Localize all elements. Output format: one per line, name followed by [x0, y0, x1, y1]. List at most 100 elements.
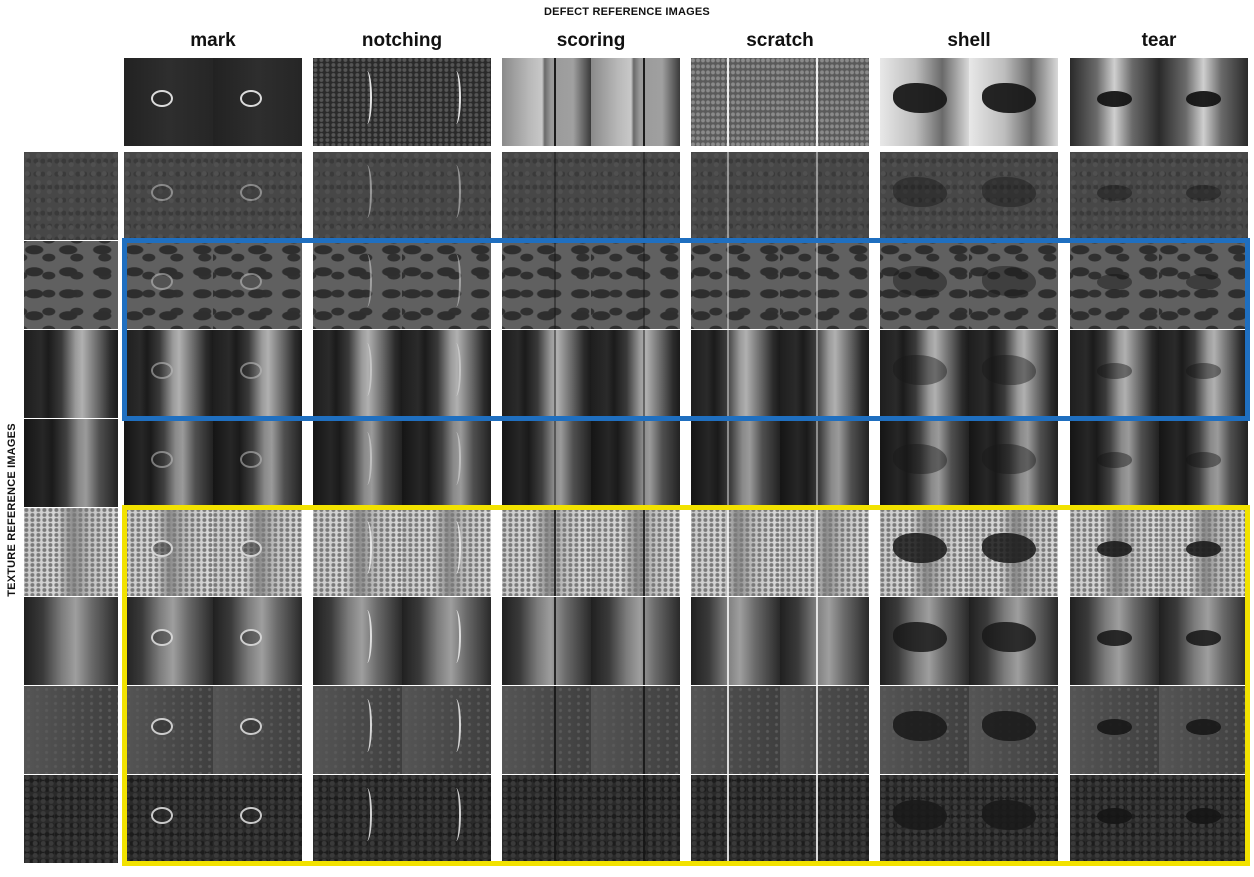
defect-score-line: [642, 241, 645, 329]
synthesized-image-t1-tear: [1070, 152, 1248, 240]
tile-half-right: [213, 686, 302, 774]
synthesized-image-t3-notching: [313, 330, 491, 418]
tile-half-right: [780, 775, 869, 863]
synthesized-image-t2-tear: [1070, 241, 1248, 329]
tile-half-left: [313, 241, 403, 329]
synthesized-image-t8-shell: [880, 775, 1058, 863]
defect-shell-blob: [893, 532, 947, 563]
synthesized-image-t6-scoring: [502, 597, 680, 685]
defect-tear-blob: [1185, 452, 1222, 469]
column-label-shell: shell: [947, 30, 991, 51]
defect-scratch-line: [815, 775, 818, 863]
defect-scratch-line: [726, 508, 729, 596]
defect-tear-blob: [1185, 91, 1222, 108]
defect-scratch-line: [815, 508, 818, 596]
synthesized-image-t1-shell: [880, 152, 1058, 240]
tile-half-left: [880, 597, 970, 685]
defect-tear-blob: [1096, 274, 1133, 291]
tile-half-right: [1159, 241, 1248, 329]
tile-half-left: [502, 686, 592, 774]
synthesized-image-t2-mark: [124, 241, 302, 329]
tile-half-right: [780, 419, 869, 507]
tile-half-left: [313, 686, 403, 774]
tile-half-right: [402, 241, 491, 329]
defect-shell-blob: [982, 354, 1036, 385]
tile-half-right: [213, 508, 302, 596]
tile-half-left: [1070, 330, 1160, 418]
tile-half-right: [969, 597, 1058, 685]
defect-notch-line: [451, 699, 461, 752]
defect-scratch-line: [815, 419, 818, 507]
defect-notch-line: [451, 432, 461, 485]
defect-scratch-line: [815, 597, 818, 685]
tile-half-right: [1159, 775, 1248, 863]
tile-half-right: [591, 241, 680, 329]
tile-half-left: [502, 419, 592, 507]
defect-tear-blob: [1096, 91, 1133, 108]
synthesized-image-t4-tear: [1070, 419, 1248, 507]
tile-half-right: [591, 775, 680, 863]
tile-half-left: [502, 58, 592, 146]
tile-half-right: [402, 152, 491, 240]
synthesized-image-t5-scratch: [691, 508, 869, 596]
defect-mark-spot: [150, 89, 173, 107]
defect-scratch-line: [815, 58, 818, 146]
defect-tear-blob: [1096, 452, 1133, 469]
defect-notch-line: [362, 521, 372, 574]
synthesized-image-t8-scoring: [502, 775, 680, 863]
defect-notch-line: [451, 254, 461, 307]
synthesized-image-t1-scoring: [502, 152, 680, 240]
tile-half-left: [502, 241, 592, 329]
defect-tear-blob: [1185, 363, 1222, 380]
tile-half-right: [780, 508, 869, 596]
defect-shell-blob: [893, 265, 947, 296]
defect-scratch-line: [726, 419, 729, 507]
tile-half-right: [591, 686, 680, 774]
tile-half-right: [402, 419, 491, 507]
tile-half-right: [213, 775, 302, 863]
tile-half-left: [313, 419, 403, 507]
tile-half-right: [969, 775, 1058, 863]
tile-half-right: [1159, 686, 1248, 774]
tile-half-right: [1159, 508, 1248, 596]
defect-reference-title: DEFECT REFERENCE IMAGES: [544, 6, 710, 18]
tile-half-right: [780, 330, 869, 418]
defect-score-line: [642, 419, 645, 507]
defect-tear-blob: [1096, 808, 1133, 825]
tile-half-left: [880, 241, 970, 329]
tile-half-left: [880, 330, 970, 418]
tile-half-left: [313, 775, 403, 863]
defect-shell-blob: [893, 799, 947, 830]
defect-scratch-line: [726, 597, 729, 685]
tile-half-right: [1159, 152, 1248, 240]
tile-half-right: [780, 152, 869, 240]
tile-half-left: [691, 597, 781, 685]
defect-mark-spot: [150, 539, 173, 557]
synthesized-image-t7-scoring: [502, 686, 680, 774]
tile-half-right: [402, 58, 491, 146]
defect-score-line: [642, 686, 645, 774]
tile-half-left: [1070, 241, 1160, 329]
defect-notch-line: [451, 71, 461, 124]
defect-score-line: [553, 508, 556, 596]
tile-half-left: [313, 330, 403, 418]
column-label-tear: tear: [1141, 30, 1177, 51]
tile-half-right: [1159, 419, 1248, 507]
defect-notch-line: [362, 610, 372, 663]
defect-shell-blob: [893, 82, 947, 113]
defect-score-line: [553, 775, 556, 863]
defect-mark-spot: [239, 539, 262, 557]
defect-shell-blob: [982, 82, 1036, 113]
tile-half-left: [124, 775, 214, 863]
defect-shell-blob: [982, 176, 1036, 207]
tile-half-left: [691, 58, 781, 146]
defect-tear-blob: [1185, 630, 1222, 647]
tile-half-left: [502, 775, 592, 863]
synthesized-image-t8-scratch: [691, 775, 869, 863]
defect-shell-blob: [982, 710, 1036, 741]
defect-notch-line: [451, 788, 461, 841]
defect-notch-line: [451, 610, 461, 663]
texture-reference-t4: [24, 419, 118, 507]
tile-half-left: [313, 508, 403, 596]
defect-shell-blob: [893, 443, 947, 474]
